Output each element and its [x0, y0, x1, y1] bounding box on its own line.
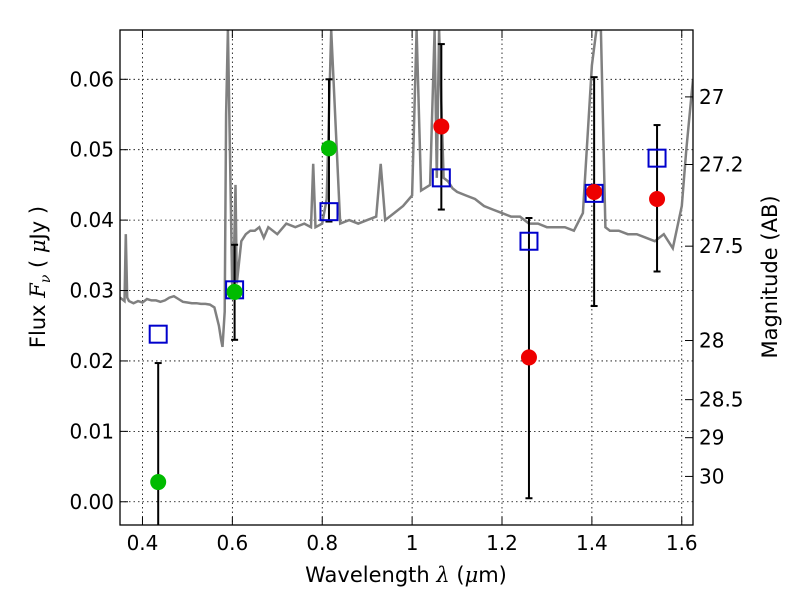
x-tick-label: 1.2 — [486, 531, 518, 555]
grid-lines — [120, 30, 693, 525]
y-axis-label: Flux Fν ( μJy ) — [26, 206, 54, 348]
x-tick-label: 0.6 — [216, 531, 248, 555]
y-tick-label: 0.06 — [69, 67, 114, 91]
y-tick-label: 0.02 — [69, 349, 114, 373]
red-point — [586, 183, 603, 200]
model-square — [519, 231, 539, 251]
x-tick-label: 1.4 — [576, 531, 608, 555]
y-tick-label: 0.04 — [69, 208, 114, 232]
y2-tick-label: 27.2 — [699, 152, 744, 176]
x-tick-label: 1 — [406, 531, 419, 555]
plot-area — [120, 30, 693, 525]
y-tick-label: 0.03 — [69, 279, 114, 303]
y2-axis-label: Magnitude (AB) — [758, 195, 782, 358]
observed-points — [150, 118, 666, 491]
x-tick-label: 0.8 — [306, 531, 338, 555]
y-tick-label: 0.05 — [69, 138, 114, 162]
x-axis-label: Wavelength λ (μm) — [305, 563, 507, 587]
red-point — [433, 118, 450, 135]
red-point — [649, 190, 666, 207]
green-point — [320, 140, 337, 157]
plot-frame — [119, 29, 694, 526]
green-point — [226, 283, 243, 300]
model-square — [319, 202, 339, 222]
y2-tick-label: 27.5 — [699, 234, 744, 258]
tick-labels: 0.4 0.6 0.8 1 1.2 1.4 1.6 0.00 0.01 0.02 0.03 0.04 0… — [69, 67, 743, 555]
y2-tick-label: 30 — [699, 464, 724, 488]
y2-tick-label: 27 — [699, 85, 724, 109]
model-square — [647, 148, 667, 168]
axis-ticks — [120, 30, 693, 525]
model-square — [431, 168, 451, 188]
green-point — [150, 474, 167, 491]
x-tick-label: 0.4 — [127, 531, 159, 555]
y-tick-label: 0.00 — [69, 490, 114, 514]
y2-tick-label: 29 — [699, 426, 724, 450]
y-tick-label: 0.01 — [69, 419, 114, 443]
model-square — [148, 324, 168, 344]
y2-tick-label: 28.5 — [699, 388, 744, 412]
y2-tick-label: 28 — [699, 329, 724, 353]
x-tick-label: 1.6 — [666, 531, 698, 555]
red-point — [520, 349, 537, 366]
